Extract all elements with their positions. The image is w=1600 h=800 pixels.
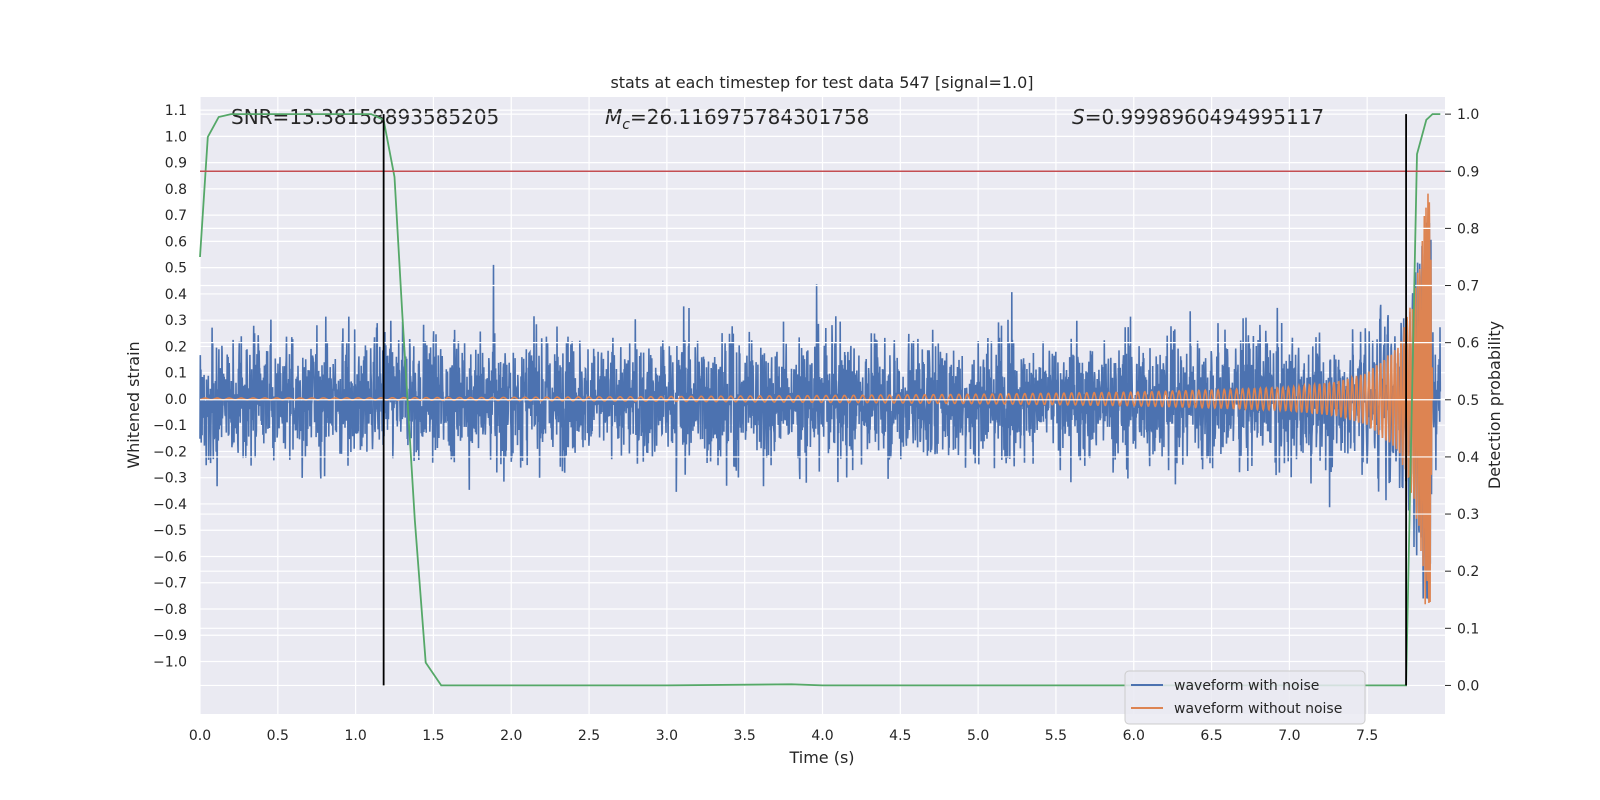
y-axis-label: Whitened strain [124, 341, 143, 468]
chart-title: stats at each timestep for test data 547… [610, 73, 1033, 92]
x-tick-label: 6.0 [1123, 728, 1145, 744]
s-equals: = [1085, 105, 1102, 129]
snr-value: 13.38158893585205 [289, 105, 499, 129]
x-tick-label: 5.5 [1045, 728, 1067, 744]
y-tick-label: 0.4 [165, 287, 187, 303]
legend-label-noisy: waveform with noise [1174, 678, 1319, 694]
detection-probability-line [199, 113, 1441, 687]
mc-value: 26.116975784301758 [647, 105, 870, 129]
y2-tick-label: 0.6 [1457, 336, 1479, 352]
y2-tick-label: 0.3 [1457, 507, 1479, 523]
y-tick-label: 1.1 [165, 103, 187, 119]
y-tick-label: 0.7 [165, 208, 187, 224]
snr-annotation: SNR=13.38158893585205 [231, 105, 499, 129]
x-tick-label: 1.5 [422, 728, 444, 744]
y-tick-label: −0.9 [153, 628, 187, 644]
x-tick-label: 7.5 [1356, 728, 1378, 744]
score-annotation: S=0.9998960494995117 [1072, 105, 1324, 129]
y-tick-label: 0.0 [165, 392, 187, 408]
y-tick-label: 0.8 [165, 182, 187, 198]
y-tick-label: −1.0 [153, 654, 187, 670]
y2-tick-label: 0.4 [1457, 450, 1479, 466]
y-tick-label: −0.8 [153, 602, 187, 618]
x-tick-label: 0.0 [189, 728, 211, 744]
snr-prefix: SNR= [231, 105, 289, 129]
x-tick-label: 0.5 [267, 728, 289, 744]
clean-waveform-line [200, 193, 1434, 605]
s-symbol: S [1072, 105, 1085, 129]
y-tick-label: −0.4 [153, 497, 187, 513]
chirp-mass-annotation: Mc=26.116975784301758 [605, 105, 869, 133]
x-tick-label: 5.0 [967, 728, 989, 744]
y2-tick-label: 0.5 [1457, 393, 1479, 409]
x-axis-label: Time (s) [788, 748, 854, 767]
x-tick-label: 4.5 [889, 728, 911, 744]
mc-symbol: M [605, 105, 622, 129]
y-tick-label: −0.6 [153, 549, 187, 565]
x-tick-label: 7.0 [1278, 728, 1300, 744]
y2-axis-label: Detection probability [1485, 321, 1504, 489]
x-tick-label: 2.5 [578, 728, 600, 744]
reference-lines [200, 114, 1445, 686]
x-tick-label: 3.0 [656, 728, 678, 744]
s-value: 0.9998960494995117 [1101, 105, 1324, 129]
x-tick-label: 3.5 [734, 728, 756, 744]
mc-subscript: c [622, 117, 630, 133]
noisy-waveform-line [199, 222, 1442, 600]
clean-waveform-series [200, 193, 1434, 605]
mc-equals: = [630, 105, 647, 129]
x-tick-label: 4.0 [811, 728, 833, 744]
y2-axis-ticks: 1.0 0.9 0.8 0.7 0.6 0.5 0.4 0.3 0.2 0.1 0.0 [1445, 107, 1479, 694]
y-tick-label: −0.7 [153, 576, 187, 592]
x-tick-label: 2.0 [500, 728, 522, 744]
y-tick-label: −0.5 [153, 523, 187, 539]
y-tick-label: 1.0 [165, 129, 187, 145]
y2-tick-label: 0.0 [1457, 678, 1479, 694]
y-tick-label: −0.2 [153, 444, 187, 460]
noisy-waveform-series [199, 222, 1442, 600]
x-axis-ticks: 0.0 0.5 1.0 1.5 2.0 2.5 3.0 3.5 4.0 4.5 5.0 5.5 6.0 6… [189, 728, 1378, 744]
detection-probability-series [199, 113, 1441, 687]
y-tick-label: 0.9 [165, 156, 187, 172]
y-tick-label: 0.1 [165, 366, 187, 382]
y2-tick-label: 0.8 [1457, 221, 1479, 237]
y-tick-label: −0.3 [153, 471, 187, 487]
y-tick-label: 0.3 [165, 313, 187, 329]
x-tick-label: 6.5 [1200, 728, 1222, 744]
y-tick-label: 0.2 [165, 339, 187, 355]
y2-tick-label: 0.2 [1457, 564, 1479, 580]
y2-tick-label: 0.1 [1457, 621, 1479, 637]
y2-tick-label: 1.0 [1457, 107, 1479, 123]
y2-tick-label: 0.9 [1457, 164, 1479, 180]
y-axis-ticks: 1.1 1.0 0.9 0.8 0.7 0.6 0.5 0.4 0.3 0.2 0.1 0.0 −0.1… [153, 103, 187, 670]
y2-tick-label: 0.7 [1457, 279, 1479, 295]
y-tick-label: −0.1 [153, 418, 187, 434]
y-tick-label: 0.6 [165, 234, 187, 250]
y-tick-label: 0.5 [165, 261, 187, 277]
x-tick-label: 1.0 [344, 728, 366, 744]
legend-box [1124, 670, 1366, 725]
legend: waveform with noise waveform without noi… [1124, 670, 1366, 725]
legend-label-clean: waveform without noise [1174, 701, 1342, 717]
